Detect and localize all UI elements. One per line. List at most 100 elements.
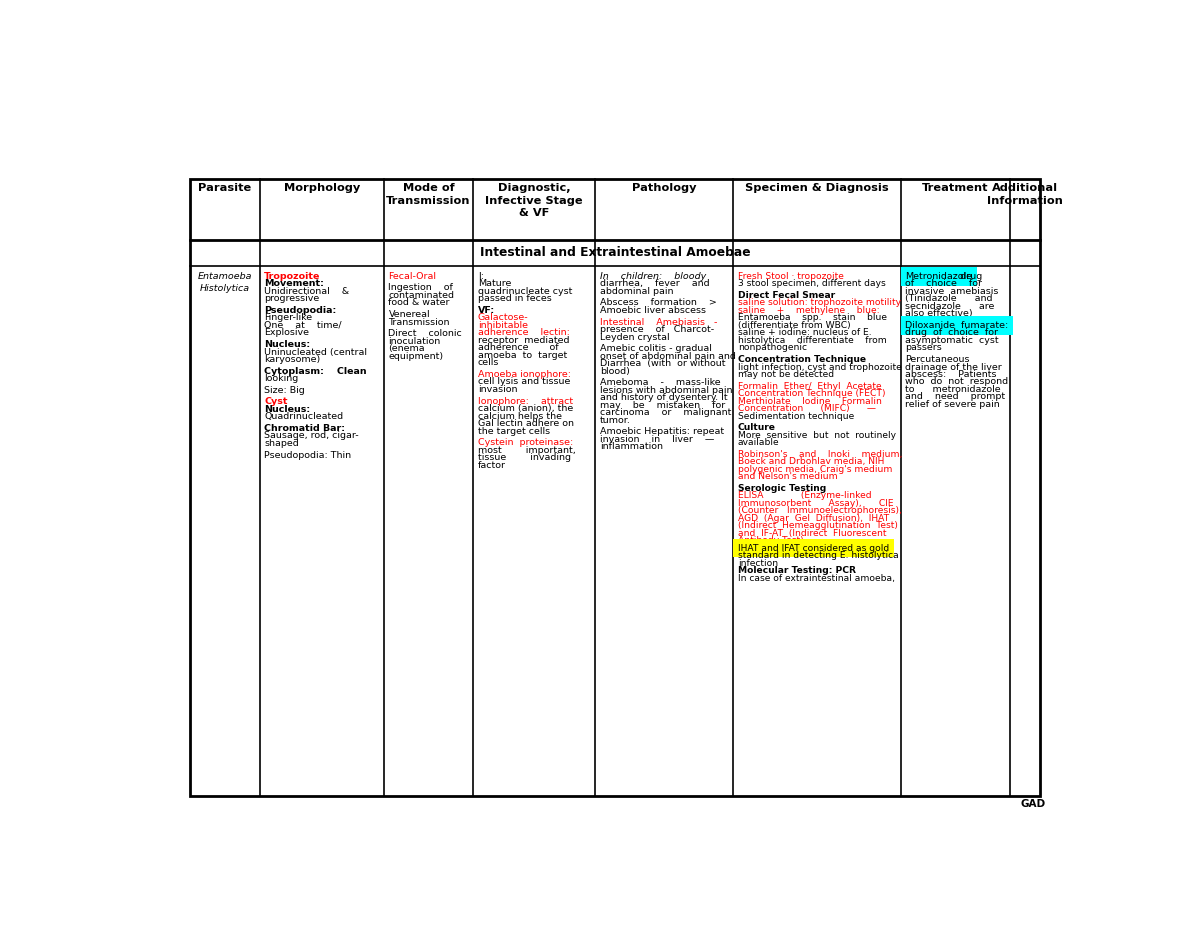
Text: presence    of   Charcot-: presence of Charcot-: [600, 325, 714, 334]
Text: (Tinidazole      and: (Tinidazole and: [905, 294, 992, 303]
Text: (Indirect  Hemeagglutination  Test): (Indirect Hemeagglutination Test): [738, 521, 898, 530]
Text: GAD: GAD: [1020, 799, 1045, 809]
Text: Leyden crystal: Leyden crystal: [600, 333, 670, 341]
Text: Quadrinucleated: Quadrinucleated: [264, 413, 343, 422]
Text: Robinson's    and    Inoki    medium,: Robinson's and Inoki medium,: [738, 450, 902, 459]
Text: Chromatid Bar:: Chromatid Bar:: [264, 424, 346, 433]
Text: Diarrhea  (with  or without: Diarrhea (with or without: [600, 359, 726, 368]
Text: Uninucleated (central: Uninucleated (central: [264, 348, 367, 357]
Text: Diagnostic,
Infective Stage
& VF: Diagnostic, Infective Stage & VF: [486, 184, 583, 218]
Text: Movement:: Movement:: [264, 279, 324, 288]
Text: passed in feces: passed in feces: [478, 294, 552, 303]
Text: nonpathogenic: nonpathogenic: [738, 343, 806, 352]
Text: Mode of
Transmission: Mode of Transmission: [386, 184, 470, 206]
Text: receptor  mediated: receptor mediated: [478, 336, 569, 345]
Text: karyosome): karyosome): [264, 355, 320, 364]
Text: invasive  amebiasis: invasive amebiasis: [905, 286, 998, 296]
Text: saline    +    methylene    blue:: saline + methylene blue:: [738, 306, 880, 315]
Text: Unidirectional    &: Unidirectional &: [264, 286, 349, 296]
Text: who  do  not  respond: who do not respond: [905, 377, 1008, 387]
Text: Abscess    formation    >: Abscess formation >: [600, 298, 716, 308]
Text: carcinoma    or    malignant: carcinoma or malignant: [600, 408, 732, 417]
Text: Fecal-Oral: Fecal-Oral: [389, 272, 437, 281]
Text: Parasite: Parasite: [198, 184, 252, 194]
Text: cells: cells: [478, 359, 499, 367]
Text: Mature: Mature: [478, 279, 511, 288]
Text: calcium helps the: calcium helps the: [478, 412, 562, 421]
Text: Cytoplasm:    Clean: Cytoplasm: Clean: [264, 366, 367, 375]
Text: quadrinucleate cyst: quadrinucleate cyst: [478, 286, 572, 296]
Text: relief of severe pain: relief of severe pain: [905, 400, 1000, 409]
Text: One    at    time/: One at time/: [264, 321, 342, 330]
Text: IHAT and IFAT considered as gold: IHAT and IFAT considered as gold: [738, 544, 889, 552]
Text: Pseudopodia: Thin: Pseudopodia: Thin: [264, 451, 352, 460]
Text: blood): blood): [600, 366, 630, 375]
Text: factor: factor: [478, 461, 505, 470]
Text: lesions with abdominal pain: lesions with abdominal pain: [600, 386, 732, 395]
Text: Direct Fecal Smear: Direct Fecal Smear: [738, 291, 835, 300]
Text: inflammation: inflammation: [600, 442, 664, 451]
Text: secnidazole      are: secnidazole are: [905, 302, 995, 311]
Text: invasion: invasion: [478, 385, 517, 394]
Text: saline + iodine: nucleus of E.: saline + iodine: nucleus of E.: [738, 328, 871, 337]
Text: Culture: Culture: [738, 424, 776, 432]
Text: Treatment: Treatment: [922, 184, 989, 194]
Text: inhibitable: inhibitable: [478, 321, 528, 330]
Text: tissue        invading: tissue invading: [478, 453, 571, 463]
Text: Pseudopodia:: Pseudopodia:: [264, 306, 336, 315]
Text: passers: passers: [905, 343, 942, 352]
Text: Specimen & Diagnosis: Specimen & Diagnosis: [745, 184, 889, 194]
Text: Explosive: Explosive: [264, 328, 310, 337]
Text: Galactose-: Galactose-: [478, 313, 528, 323]
Text: ELISA             (Enzyme-linked: ELISA (Enzyme-linked: [738, 491, 871, 501]
Text: tumor.: tumor.: [600, 415, 631, 425]
Text: AGD  (Agar  Gel  Diffusion),  IHAT: AGD (Agar Gel Diffusion), IHAT: [738, 514, 889, 523]
Text: 3 stool specimen, different days: 3 stool specimen, different days: [738, 279, 886, 288]
Text: Sedimentation technique: Sedimentation technique: [738, 412, 854, 421]
Text: of    choice    for: of choice for: [905, 279, 983, 288]
Text: Direct    colonic: Direct colonic: [389, 329, 462, 338]
Text: asymptomatic  cyst: asymptomatic cyst: [905, 336, 998, 345]
Text: light infection, cyst and trophozoite: light infection, cyst and trophozoite: [738, 362, 901, 372]
Text: In    children:    bloody: In children: bloody: [600, 272, 707, 281]
Text: onset of abdominal pain and: onset of abdominal pain and: [600, 351, 736, 361]
Text: Diloxanide  fumarate:: Diloxanide fumarate:: [905, 321, 1008, 330]
Text: progressive: progressive: [264, 294, 319, 303]
Text: abdominal pain: abdominal pain: [600, 286, 673, 296]
Text: Amoebic Hepatitis: repeat: Amoebic Hepatitis: repeat: [600, 427, 725, 437]
Text: Molecular Testing: PCR: Molecular Testing: PCR: [738, 566, 856, 576]
Text: Percutaneous: Percutaneous: [905, 355, 970, 364]
Text: Additional
Information: Additional Information: [988, 184, 1063, 206]
Text: invasion    in    liver    —: invasion in liver —: [600, 435, 714, 444]
Text: the target cells: the target cells: [478, 426, 550, 436]
Text: also effective): also effective): [905, 310, 973, 318]
Text: Formalin  Ether/  Ethyl  Acetate: Formalin Ether/ Ethyl Acetate: [738, 382, 882, 390]
Text: : drug: : drug: [954, 272, 982, 281]
Text: Ameboma    -    mass-like: Ameboma - mass-like: [600, 378, 721, 387]
Text: Boeck and Drbohlav media, NIH: Boeck and Drbohlav media, NIH: [738, 457, 884, 466]
Text: Ionophore:    attract: Ionophore: attract: [478, 397, 572, 406]
Text: Entamoeba    spp.    stain    blue: Entamoeba spp. stain blue: [738, 313, 887, 323]
Text: and  IF-AT  (Indirect  Fluorescent: and IF-AT (Indirect Fluorescent: [738, 529, 887, 538]
Text: More  sensitive  but  not  routinely: More sensitive but not routinely: [738, 431, 896, 439]
Text: and    need    prompt: and need prompt: [905, 392, 1006, 401]
Text: may not be detected: may not be detected: [738, 370, 834, 379]
Text: calcium (anion), the: calcium (anion), the: [478, 404, 572, 413]
Text: Tropozoite: Tropozoite: [264, 272, 320, 281]
Text: may    be    mistaken    for: may be mistaken for: [600, 400, 725, 410]
Text: Venereal: Venereal: [389, 310, 430, 319]
Bar: [190, 179, 1040, 796]
Text: Immunosorbent      Assay),      CIE: Immunosorbent Assay), CIE: [738, 499, 894, 508]
Text: Nucleus:: Nucleus:: [264, 340, 311, 349]
Text: Entamoeba
Histolytica: Entamoeba Histolytica: [198, 272, 252, 293]
Text: and Nelson's medium: and Nelson's medium: [738, 472, 838, 481]
Text: Merthiolate    Iodine    Formalin: Merthiolate Iodine Formalin: [738, 397, 882, 406]
Text: Metronidazole: Metronidazole: [905, 272, 972, 281]
Text: and history of dysentery. It: and history of dysentery. It: [600, 393, 727, 402]
Text: Pathology: Pathology: [632, 184, 696, 194]
Text: amoeba  to  target: amoeba to target: [478, 351, 566, 360]
Text: cell lysis and tissue: cell lysis and tissue: [478, 377, 570, 387]
Text: Antibody Test): Antibody Test): [738, 537, 804, 545]
Text: VF:: VF:: [478, 306, 494, 315]
Text: standard in detecting E. histolytica: standard in detecting E. histolytica: [738, 552, 899, 561]
